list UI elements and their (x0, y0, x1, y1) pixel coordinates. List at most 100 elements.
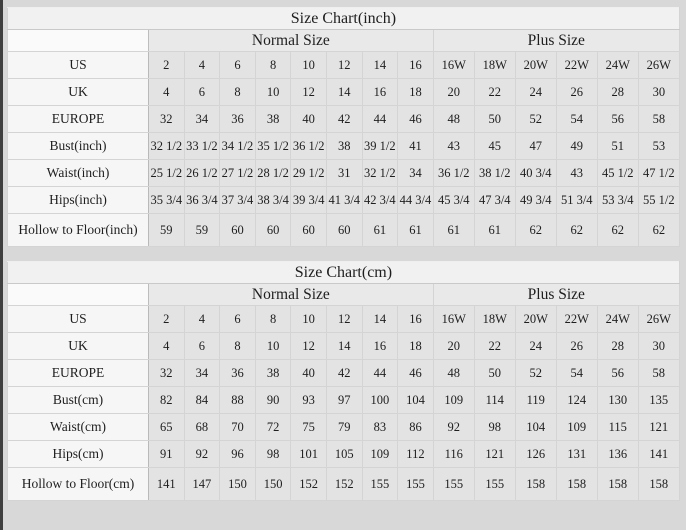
size-value-cell: 60 (254, 213, 292, 247)
size-value-cell: 10 (290, 51, 327, 79)
size-value-cell: 14 (361, 305, 399, 333)
size-value-cell: 43 (432, 132, 475, 160)
size-value-cell: 38 (325, 132, 363, 160)
size-value-cell: 136 (596, 440, 639, 468)
size-value-cell: 105 (325, 440, 363, 468)
size-value-cell: 34 (183, 105, 221, 133)
size-value-cell: 14 (361, 51, 399, 79)
size-value-cell: 4 (148, 332, 185, 360)
table-row: Hips(cm) 91 92 96 98 101 105 109 112 116 121 126 131… (7, 440, 680, 468)
size-value-cell: 38 1/2 (473, 159, 516, 187)
size-value-cell: 135 (637, 386, 680, 414)
size-value-cell: 36 (219, 359, 256, 387)
size-value-cell: 91 (148, 440, 185, 468)
size-value-cell: 45 1/2 (596, 159, 639, 187)
size-chart-table-cm: Size Chart(cm) Normal Size Plus Size US 2 4 6 8… (7, 261, 680, 501)
size-value-cell: 62 (596, 213, 639, 247)
size-value-cell: 26W (637, 305, 680, 333)
size-value-cell: 61 (397, 213, 434, 247)
size-value-cell: 62 (637, 213, 680, 247)
table-title-row: Size Chart(inch) (7, 7, 680, 30)
size-value-cell: 56 (596, 105, 639, 133)
size-value-cell: 39 1/2 (361, 132, 399, 160)
table-row: UK 4 6 8 10 12 14 16 18 20 22 24 26 28 30 (7, 78, 680, 106)
size-value-cell: 68 (183, 413, 221, 441)
size-value-cell: 109 (432, 386, 475, 414)
size-value-cell: 4 (148, 78, 185, 106)
column-group-row: Normal Size Plus Size (7, 29, 680, 52)
size-value-cell: 22W (555, 305, 598, 333)
size-value-cell: 158 (555, 467, 598, 501)
size-value-cell: 62 (555, 213, 598, 247)
size-value-cell: 16 (397, 51, 434, 79)
size-value-cell: 24 (514, 78, 557, 106)
row-label: US (7, 51, 149, 79)
size-value-cell: 121 (473, 440, 516, 468)
size-value-cell: 20 (432, 78, 475, 106)
size-value-cell: 26W (637, 51, 680, 79)
size-value-cell: 32 (148, 359, 185, 387)
size-value-cell: 158 (637, 467, 680, 501)
size-value-cell: 72 (254, 413, 292, 441)
size-value-cell: 58 (637, 359, 680, 387)
size-value-cell: 35 3/4 (148, 186, 185, 214)
size-value-cell: 131 (555, 440, 598, 468)
size-value-cell: 48 (432, 359, 475, 387)
size-value-cell: 101 (290, 440, 327, 468)
column-group-row: Normal Size Plus Size (7, 283, 680, 306)
size-value-cell: 116 (432, 440, 475, 468)
size-value-cell: 158 (596, 467, 639, 501)
table-row: Waist(inch) 25 1/2 26 1/2 27 1/2 28 1/2 29 1/… (7, 159, 680, 187)
size-value-cell: 6 (219, 305, 256, 333)
size-value-cell: 51 (596, 132, 639, 160)
size-value-cell: 32 1/2 (148, 132, 185, 160)
size-value-cell: 53 3/4 (596, 186, 639, 214)
size-value-cell: 61 (473, 213, 516, 247)
size-value-cell: 54 (555, 359, 598, 387)
size-value-cell: 34 (183, 359, 221, 387)
size-value-cell: 10 (254, 78, 292, 106)
size-value-cell: 53 (637, 132, 680, 160)
size-value-cell: 6 (183, 78, 221, 106)
table-row: Bust(cm) 82 84 88 90 93 97 100 104 109 114 119 124 13… (7, 386, 680, 414)
size-value-cell: 45 3/4 (432, 186, 475, 214)
size-value-cell: 24W (596, 51, 639, 79)
size-value-cell: 90 (254, 386, 292, 414)
size-value-cell: 45 (473, 132, 516, 160)
size-value-cell: 97 (325, 386, 363, 414)
size-value-cell: 18 (397, 78, 434, 106)
size-value-cell: 44 3/4 (397, 186, 434, 214)
size-value-cell: 24W (596, 305, 639, 333)
size-value-cell: 24 (514, 332, 557, 360)
size-value-cell: 47 3/4 (473, 186, 516, 214)
row-label: Waist(cm) (7, 413, 149, 441)
size-value-cell: 38 (254, 359, 292, 387)
row-label: Waist(inch) (7, 159, 149, 187)
size-value-cell: 70 (219, 413, 256, 441)
size-value-cell: 96 (219, 440, 256, 468)
size-value-cell: 86 (397, 413, 434, 441)
size-value-cell: 83 (361, 413, 399, 441)
size-value-cell: 27 1/2 (219, 159, 256, 187)
size-value-cell: 26 (555, 78, 598, 106)
corner-cell (7, 283, 149, 306)
row-label: Bust(inch) (7, 132, 149, 160)
size-value-cell: 36 (219, 105, 256, 133)
size-value-cell: 43 (555, 159, 598, 187)
size-value-cell: 32 1/2 (361, 159, 399, 187)
size-value-cell: 47 (514, 132, 557, 160)
size-value-cell: 20W (514, 305, 557, 333)
size-value-cell: 121 (637, 413, 680, 441)
column-group-header: Normal Size (148, 283, 434, 306)
row-label: US (7, 305, 149, 333)
table-row: Hips(inch) 35 3/4 36 3/4 37 3/4 38 3/4 39 3/4… (7, 186, 680, 214)
size-value-cell: 82 (148, 386, 185, 414)
size-value-cell: 41 (397, 132, 434, 160)
row-label: UK (7, 78, 149, 106)
size-value-cell: 150 (254, 467, 292, 501)
table-row: US 2 4 6 8 10 12 14 16 16W 18W 20W 22W 24W 26W (7, 51, 680, 79)
table-title-row: Size Chart(cm) (7, 261, 680, 284)
size-value-cell: 55 1/2 (637, 186, 680, 214)
size-value-cell: 8 (254, 305, 292, 333)
